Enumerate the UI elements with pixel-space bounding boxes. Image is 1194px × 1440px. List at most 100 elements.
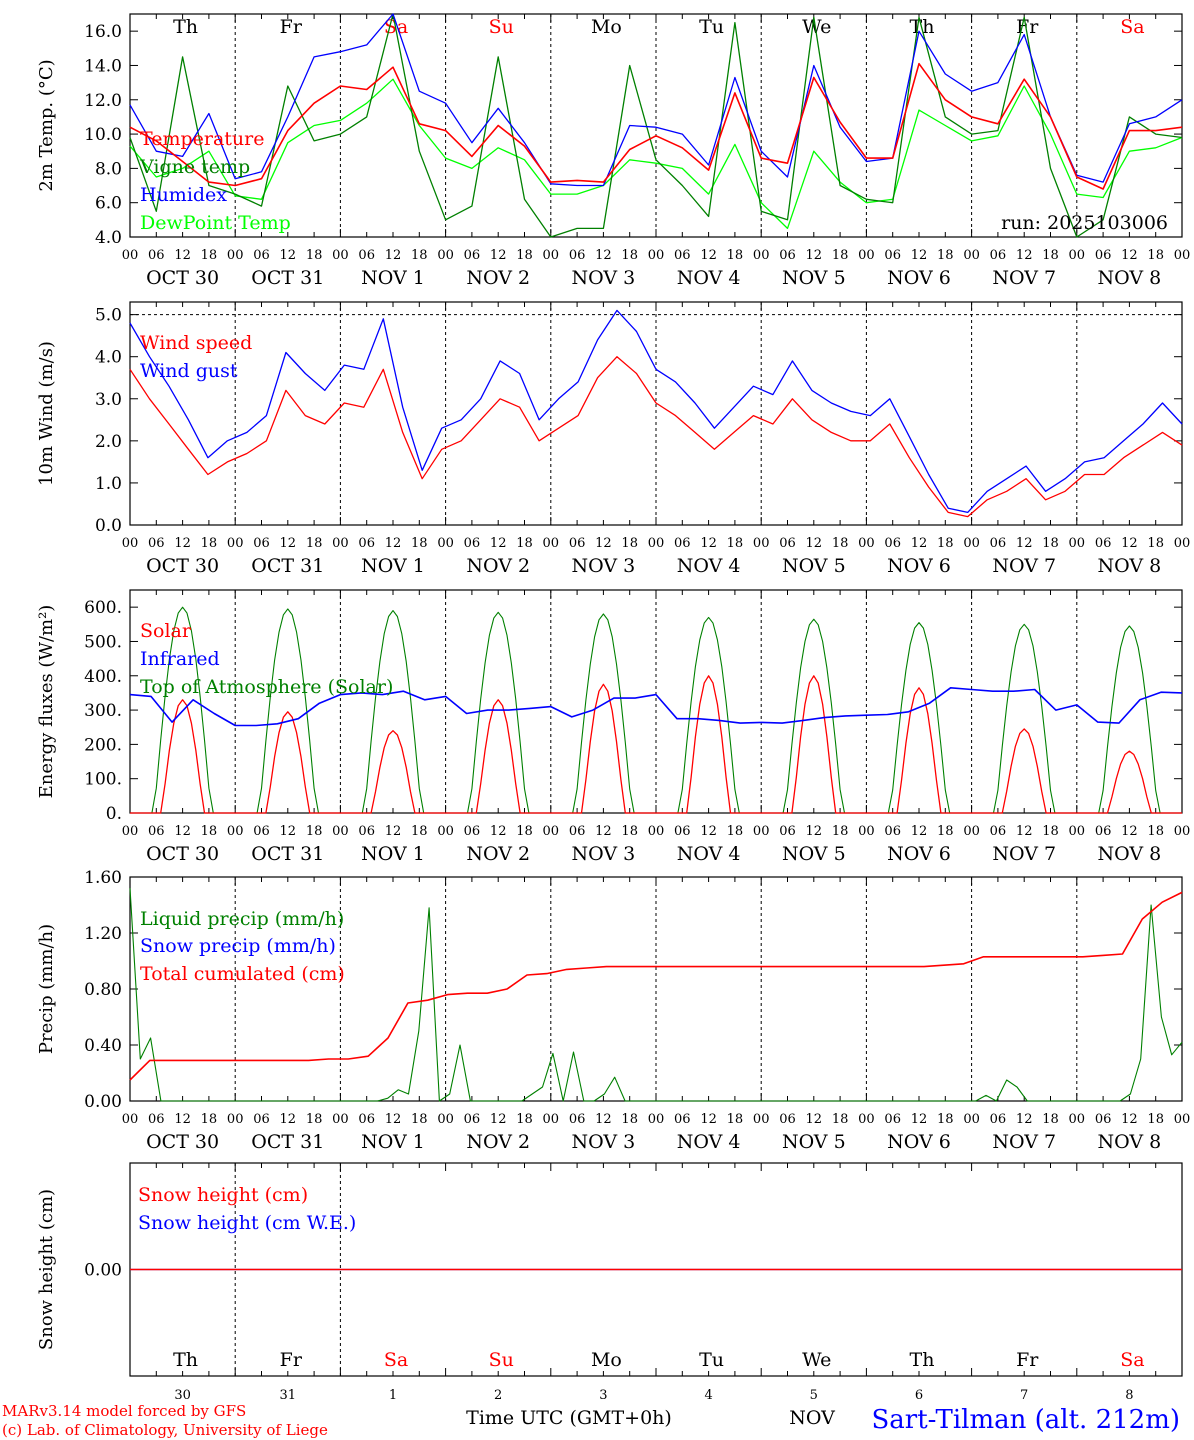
date-label: OCT 30 [146, 267, 219, 289]
day-number: 5 [810, 1388, 818, 1403]
day-number: 7 [1020, 1388, 1028, 1403]
hour-label: 18 [201, 248, 218, 263]
date-label: NOV 6 [887, 267, 951, 289]
day-name-top: Su [489, 16, 514, 38]
panel-1-frame [129, 13, 1183, 238]
hour-label: 06 [779, 824, 796, 839]
date-label: NOV 6 [887, 1131, 951, 1153]
hour-label: 12 [1121, 536, 1138, 551]
hour-label: 00 [753, 536, 770, 551]
date-label: OCT 30 [146, 1131, 219, 1153]
day-number: 31 [280, 1388, 297, 1403]
hour-label: 00 [332, 824, 349, 839]
day-name-bottom: Su [489, 1349, 514, 1371]
hour-label: 12 [174, 1112, 191, 1127]
date-label: NOV 1 [361, 555, 425, 577]
legend-snow-height-we: Snow height (cm W.E.) [138, 1212, 356, 1234]
hour-label: 12 [1016, 248, 1033, 263]
hour-label: 06 [358, 248, 375, 263]
hour-label: 06 [884, 1112, 901, 1127]
hour-label: 12 [1016, 536, 1033, 551]
date-label: NOV 8 [1098, 555, 1162, 577]
hour-label: 00 [122, 536, 139, 551]
hour-label: 18 [411, 1112, 428, 1127]
x-axis-label: Time UTC (GMT+0h) [466, 1407, 672, 1429]
hour-label: 06 [358, 1112, 375, 1127]
hour-label: 00 [1069, 1112, 1086, 1127]
y-tick-label: 1.0 [95, 474, 122, 494]
date-label: NOV 5 [782, 843, 846, 865]
hour-label: 06 [464, 248, 481, 263]
hour-label: 12 [1121, 824, 1138, 839]
date-label: NOV 5 [782, 555, 846, 577]
hour-label: 18 [832, 536, 849, 551]
date-label: NOV 7 [992, 1131, 1056, 1153]
hour-label: 00 [437, 1112, 454, 1127]
date-label: OCT 30 [146, 555, 219, 577]
date-label: NOV 6 [887, 555, 951, 577]
hour-label: 00 [543, 248, 560, 263]
hour-label: 06 [569, 1112, 586, 1127]
hour-label: 06 [674, 1112, 691, 1127]
hour-label: 12 [174, 248, 191, 263]
y-tick-label: 0.00 [84, 1261, 122, 1281]
hour-label: 06 [253, 536, 270, 551]
hour-label: 00 [858, 824, 875, 839]
y-tick-label: 16.0 [84, 22, 122, 42]
hour-label: 12 [911, 1112, 928, 1127]
hour-label: 18 [727, 536, 744, 551]
hour-label: 18 [516, 824, 533, 839]
hour-label: 06 [779, 1112, 796, 1127]
hour-label: 18 [306, 1112, 323, 1127]
hour-label: 18 [832, 248, 849, 263]
day-name-top: Th [173, 16, 198, 38]
hour-label: 00 [543, 536, 560, 551]
date-label: NOV 7 [992, 843, 1056, 865]
legend-wind-gust: Wind gust [140, 360, 238, 382]
legend-vigne-temp: Vigne temp [139, 156, 250, 178]
legend-solar: Solar [140, 620, 192, 642]
wind-speed-line [129, 356, 1183, 518]
day-name-bottom: Fr [280, 1349, 303, 1371]
y-tick-label: 4.0 [95, 348, 122, 368]
hour-label: 18 [411, 536, 428, 551]
date-label: NOV 8 [1098, 267, 1162, 289]
y-axis-label: Precip (mm/h) [36, 924, 57, 1054]
y-axis-label: 2m Temp. (°C) [36, 59, 57, 191]
hour-label: 18 [1042, 1112, 1059, 1127]
hour-label: 00 [963, 536, 980, 551]
hour-label: 18 [937, 248, 954, 263]
hour-label: 12 [490, 536, 507, 551]
hour-label: 00 [543, 824, 560, 839]
hour-label: 06 [148, 824, 165, 839]
legend-toa-solar: Top of Atmosphere (Solar) [140, 676, 393, 698]
y-tick-label: 1.20 [84, 924, 122, 944]
y-tick-label: 100. [84, 770, 122, 790]
date-label: OCT 31 [251, 267, 324, 289]
run-label: run: 2025103006 [1001, 212, 1168, 234]
hour-label: 12 [911, 248, 928, 263]
hour-label: 00 [963, 824, 980, 839]
hour-label: 18 [1042, 536, 1059, 551]
hour-label: 06 [990, 536, 1007, 551]
station-title: Sart-Tilman (alt. 212m) [871, 1405, 1180, 1435]
hour-label: 12 [174, 536, 191, 551]
y-tick-label: 4.0 [95, 228, 122, 248]
hour-label: 06 [674, 248, 691, 263]
hour-label-end: 00 [1174, 824, 1191, 839]
wind-gust-line [129, 309, 1183, 514]
hour-label: 06 [1095, 824, 1112, 839]
hour-label: 06 [464, 536, 481, 551]
hour-label: 00 [753, 248, 770, 263]
hour-label: 18 [201, 536, 218, 551]
hour-label: 12 [1121, 248, 1138, 263]
date-label: NOV 2 [466, 267, 530, 289]
hour-label: 12 [700, 248, 717, 263]
hour-label: 12 [1016, 824, 1033, 839]
hour-label: 00 [648, 536, 665, 551]
footer-lab: (c) Lab. of Climatology, University of L… [2, 1421, 328, 1439]
hour-label: 06 [884, 248, 901, 263]
hour-label: 00 [1069, 824, 1086, 839]
hour-label: 18 [411, 824, 428, 839]
y-tick-label: 600. [84, 598, 122, 618]
